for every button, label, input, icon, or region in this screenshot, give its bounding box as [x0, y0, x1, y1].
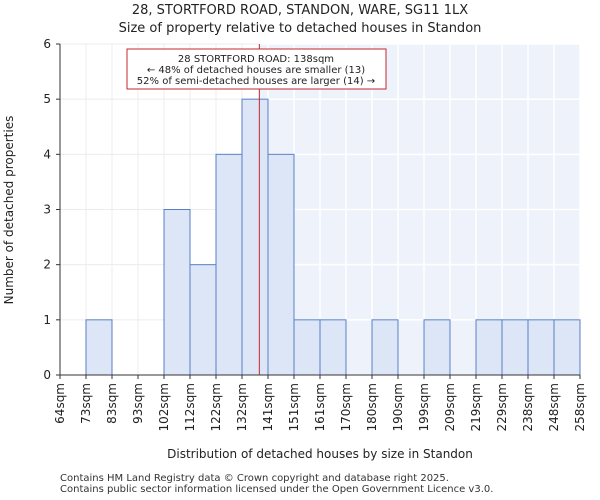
y-tick-label: 2 [43, 258, 51, 272]
x-tick-label: 83sqm [105, 383, 119, 424]
chart-subtitle: Size of property relative to detached ho… [119, 21, 482, 36]
x-tick-label: 93sqm [131, 383, 145, 424]
footer-line-2: Contains public sector information licen… [60, 484, 494, 495]
x-axis-label: Distribution of detached houses by size … [167, 447, 473, 461]
bar [85, 319, 113, 376]
bar [475, 319, 503, 376]
bar [293, 319, 321, 376]
x-tick-label: 112sqm [183, 383, 197, 431]
bar [241, 98, 269, 376]
x-tick-label: 170sqm [339, 383, 353, 431]
x-tick-label: 209sqm [443, 383, 457, 431]
y-axis-label: Number of detached properties [2, 116, 16, 305]
bar [319, 319, 347, 376]
x-tick-label: 141sqm [261, 383, 275, 431]
y-tick-label: 5 [43, 92, 51, 106]
bar [267, 153, 295, 376]
y-tick-label: 6 [43, 37, 51, 51]
chart-title: 28, STORTFORD ROAD, STANDON, WARE, SG11 … [132, 3, 468, 18]
footer: Contains HM Land Registry data © Crown c… [60, 473, 493, 495]
plot-area: 0 1 2 3 4 5 6 64sqm 73sqm 83sqm 93sqm 102sqm 112sqm 1… [43, 37, 587, 431]
y-tick-label: 1 [43, 313, 51, 327]
bar [163, 209, 191, 376]
annotation-line-3: 52% of semi-detached houses are larger (… [137, 76, 375, 87]
x-tick-label: 73sqm [79, 383, 93, 424]
x-tick-label: 219sqm [469, 383, 483, 431]
y-tick-label: 4 [43, 147, 51, 161]
bar [423, 319, 451, 376]
x-tick-label: 229sqm [495, 383, 509, 431]
annotation-line-1: 28 STORTFORD ROAD: 138sqm [178, 54, 334, 65]
x-tick-label: 151sqm [287, 383, 301, 431]
x-tick-label: 190sqm [391, 383, 405, 431]
x-tick-label: 238sqm [521, 383, 535, 431]
x-tick-label: 248sqm [547, 383, 561, 431]
x-tick-label: 161sqm [313, 383, 327, 431]
bar [501, 319, 529, 376]
x-tick-label: 199sqm [417, 383, 431, 431]
annotation-box [126, 48, 387, 90]
bar [553, 319, 581, 376]
marker-annotation: 28 STORTFORD ROAD: 138sqm ← 48% of detac… [126, 48, 387, 90]
x-tick-label: 132sqm [235, 383, 249, 431]
x-tick-label: 102sqm [157, 383, 171, 431]
bar [527, 319, 555, 376]
bar [371, 319, 399, 376]
bar [215, 153, 243, 376]
footer-line-1: Contains HM Land Registry data © Crown c… [60, 473, 449, 484]
bar [189, 264, 217, 376]
annotation-line-2: ← 48% of detached houses are smaller (13… [147, 65, 365, 76]
x-tick-label: 64sqm [53, 383, 67, 424]
x-tick-label: 258sqm [573, 383, 587, 431]
y-tick-label: 0 [43, 368, 51, 382]
x-tick-label: 180sqm [365, 383, 379, 431]
x-tick-label: 122sqm [209, 383, 223, 431]
y-tick-label: 3 [43, 203, 51, 217]
